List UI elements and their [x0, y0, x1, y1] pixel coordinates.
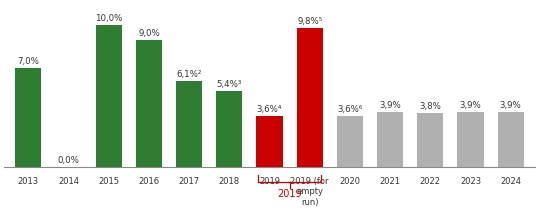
Bar [417, 113, 444, 167]
Text: 2019: 2019 [277, 189, 302, 199]
Text: 9,0%: 9,0% [138, 28, 160, 38]
Bar [497, 112, 524, 167]
Bar [15, 68, 42, 167]
Bar [176, 81, 202, 167]
Text: 0,0%: 0,0% [58, 156, 79, 165]
Text: 3,9%: 3,9% [500, 101, 522, 110]
Text: 3,8%: 3,8% [419, 102, 441, 111]
Bar [337, 116, 363, 167]
Text: 10,0%: 10,0% [95, 14, 122, 23]
Text: 6,1%²: 6,1%² [176, 70, 202, 79]
Bar [136, 40, 162, 167]
Text: 7,0%: 7,0% [17, 57, 39, 66]
Text: 3,9%: 3,9% [460, 101, 481, 110]
Text: 3,6%⁴: 3,6%⁴ [257, 105, 282, 114]
Bar [216, 91, 243, 167]
Bar [458, 112, 483, 167]
Bar [257, 116, 282, 167]
Bar [95, 26, 122, 167]
Bar [296, 28, 323, 167]
Text: 5,4%³: 5,4%³ [217, 80, 242, 89]
Text: 3,9%: 3,9% [379, 101, 401, 110]
Text: 3,6%⁶: 3,6%⁶ [337, 105, 363, 114]
Text: 9,8%⁵: 9,8%⁵ [297, 17, 322, 26]
Bar [377, 112, 403, 167]
